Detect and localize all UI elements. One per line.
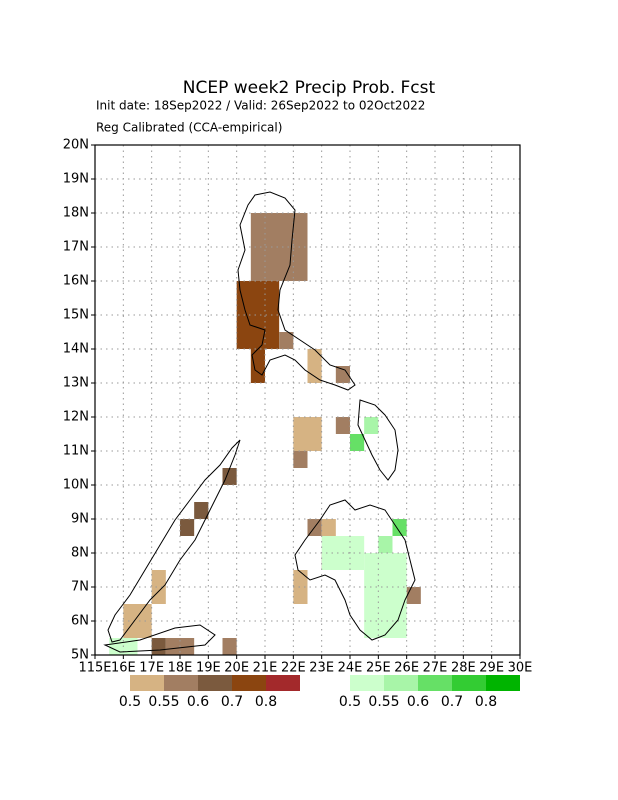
prob-cell [123, 604, 152, 638]
y-tick-label: 17N [63, 240, 89, 255]
prob-cell [222, 638, 237, 655]
x-tick-label: 22E [281, 661, 306, 676]
x-tick-label: 18E [168, 661, 193, 676]
x-tick-label: 17E [139, 661, 164, 676]
y-tick-label: 15N [63, 308, 89, 323]
y-tick-label: 13N [63, 376, 89, 391]
y-tick-label: 9N [71, 512, 89, 527]
x-tick-label: 19E [196, 661, 221, 676]
legend-swatch [130, 675, 164, 691]
x-tick-label: 16E [111, 661, 136, 676]
legend-label: 0.8 [475, 694, 497, 710]
y-tick-label: 10N [63, 478, 89, 493]
prob-cell [321, 519, 336, 536]
y-tick-label: 5N [71, 648, 89, 663]
legend-label: 0.5 [119, 694, 141, 710]
legend-swatch [164, 675, 198, 691]
prob-cell [151, 638, 166, 655]
prob-cell [335, 417, 350, 434]
legend-swatch [384, 675, 418, 691]
x-tick-label: 26E [394, 661, 419, 676]
plot-frame [94, 144, 521, 656]
x-tick-label: 115E [78, 661, 111, 676]
y-tick-label: 19N [63, 172, 89, 187]
prob-cell [406, 587, 421, 604]
x-tick-label: 23E [309, 661, 334, 676]
coastlines [103, 191, 416, 653]
x-tick-label: 29E [479, 661, 504, 676]
prob-cell [279, 332, 294, 349]
x-tick-label: 24E [338, 661, 363, 676]
y-tick-label: 6N [71, 614, 89, 629]
x-tick-label: 21E [253, 661, 278, 676]
legend-swatch [452, 675, 486, 691]
x-tick-label: 27E [423, 661, 448, 676]
legend-label: 0.5 [339, 694, 361, 710]
x-tick-label: 28E [451, 661, 476, 676]
legend-swatch [350, 675, 384, 691]
prob-cell [350, 434, 365, 451]
legend-swatch [232, 675, 266, 691]
legend-label: 0.7 [441, 694, 463, 710]
y-tick-label: 14N [63, 342, 89, 357]
prob-cell [151, 570, 166, 604]
y-tick-label: 18N [63, 206, 89, 221]
legend-swatch [486, 675, 520, 691]
legend-label: 0.55 [148, 694, 179, 710]
y-tick-label: 7N [71, 580, 89, 595]
legend-label: 0.6 [407, 694, 429, 710]
y-tick-label: 20N [63, 138, 89, 153]
legend-swatch [198, 675, 232, 691]
prob-cell [293, 451, 308, 468]
prob-cell [378, 536, 393, 553]
legend-swatch [266, 675, 300, 691]
x-tick-label: 25E [366, 661, 391, 676]
subtitle: Init date: 18Sep2022 / Valid: 26Sep2022 … [96, 99, 425, 113]
prob-cell [236, 281, 280, 349]
legend-label: 0.6 [187, 694, 209, 710]
legend-label: 0.55 [368, 694, 399, 710]
legend-swatch [418, 675, 452, 691]
note: Reg Calibrated (CCA-empirical) [96, 121, 282, 135]
x-tick-label: 30E [508, 661, 533, 676]
prob-cell [222, 468, 237, 485]
prob-cell [392, 519, 407, 536]
prob-cell [293, 570, 308, 604]
legend-label: 0.8 [255, 694, 277, 710]
title: NCEP week2 Precip Prob. Fcst [183, 78, 436, 98]
legend-label: 0.7 [221, 694, 243, 710]
prob-cell [364, 417, 379, 434]
prob-cell [293, 417, 322, 451]
prob-cell [194, 502, 209, 519]
x-tick-label: 20E [224, 661, 249, 676]
y-tick-label: 11N [63, 444, 89, 459]
prob-cell [180, 519, 195, 536]
y-tick-label: 8N [71, 546, 89, 561]
y-tick-label: 12N [63, 410, 89, 425]
prob-cell [335, 366, 350, 383]
prob-cell [364, 553, 407, 638]
y-tick-label: 16N [63, 274, 89, 289]
